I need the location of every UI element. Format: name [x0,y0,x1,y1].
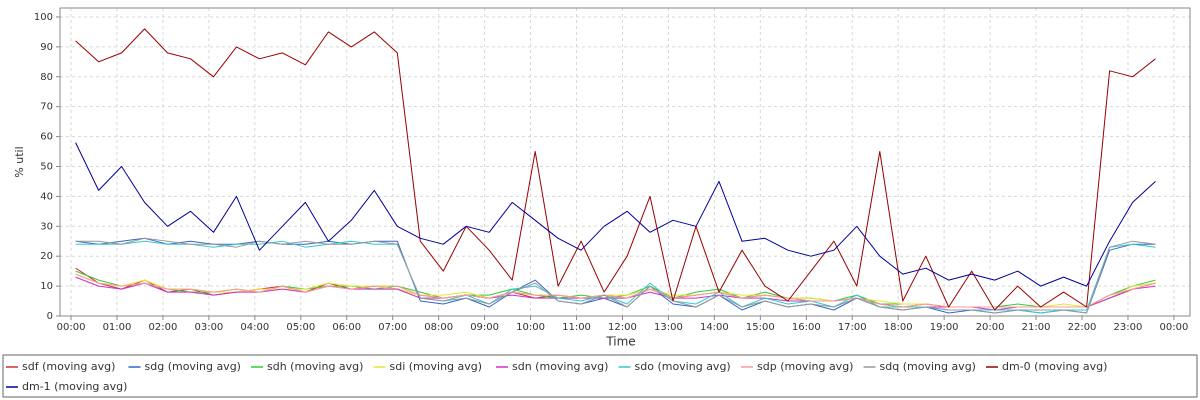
x-tick-label: 08:00 [424,322,453,333]
x-tick-label: 09:00 [470,322,499,333]
series-line [75,142,1156,287]
x-tick-label: 22:00 [1068,322,1097,333]
legend-label: sdp (moving avg) [757,360,853,373]
x-tick-label: 05:00 [286,322,315,333]
x-tick-label: 04:00 [240,322,269,333]
x-tick-label: 16:00 [792,322,821,333]
legend-label: dm-1 (moving avg) [22,380,127,393]
x-tick-label: 07:00 [378,322,407,333]
x-tick-label: 21:00 [1022,322,1051,333]
x-tick-label: 03:00 [194,322,223,333]
series-line [75,273,1156,308]
legend-label: sdg (moving avg) [145,360,241,373]
x-tick-label: 01:00 [103,322,132,333]
legend-label: dm-0 (moving avg) [1002,360,1107,373]
y-tick-label: 0 [47,311,53,322]
y-tick-label: 90 [40,42,53,53]
legend-label: sdo (moving avg) [635,360,731,373]
x-tick-label: 14:00 [700,322,729,333]
y-tick-label: 20 [40,251,53,262]
y-axis-label: % util [13,146,26,177]
legend-label: sdf (moving avg) [22,360,115,373]
y-tick-label: 40 [40,191,53,202]
y-tick-label: 30 [40,221,53,232]
x-tick-label: 17:00 [838,322,867,333]
x-tick-label: 15:00 [746,322,775,333]
legend: sdf (moving avg) sdg (moving avg) sdh (mov… [6,360,1107,393]
plot-frame [59,7,1191,317]
x-tick-label: 23:00 [1114,322,1143,333]
x-tick-label: 13:00 [654,322,683,333]
y-tick-label: 50 [40,161,53,172]
x-tick-label: 18:00 [884,322,913,333]
legend-label: sdq (moving avg) [880,360,976,373]
series-line [75,28,1156,311]
series-layer [75,28,1156,314]
x-tick-label: 02:00 [149,322,178,333]
y-tick-label: 60 [40,132,53,143]
legend-label: sdh (moving avg) [267,360,363,373]
grid-layer: 0 10 20 30 40 50 60 70 80 90 100 00:00 01:00 02:00 03:… [34,8,1190,333]
x-tick-label: 06:00 [332,322,361,333]
y-tick-label: 80 [40,72,53,83]
x-tick-label: 19:00 [930,322,959,333]
legend-label: sdi (moving avg) [390,360,483,373]
x-axis-label: Time [605,335,635,349]
y-tick-label: 100 [34,12,53,23]
x-tick-label: 20:00 [976,322,1005,333]
x-tick-label: 10:00 [516,322,545,333]
legend-label: sdn (moving avg) [512,360,608,373]
x-tick-label: 00:00 [1160,322,1189,333]
y-tick-label: 10 [40,281,53,292]
x-tick-label: 12:00 [608,322,637,333]
y-tick-label: 70 [40,102,53,113]
x-tick-label: 11:00 [562,322,591,333]
legend-box [2,354,1198,398]
x-tick-label: 00:00 [57,322,86,333]
